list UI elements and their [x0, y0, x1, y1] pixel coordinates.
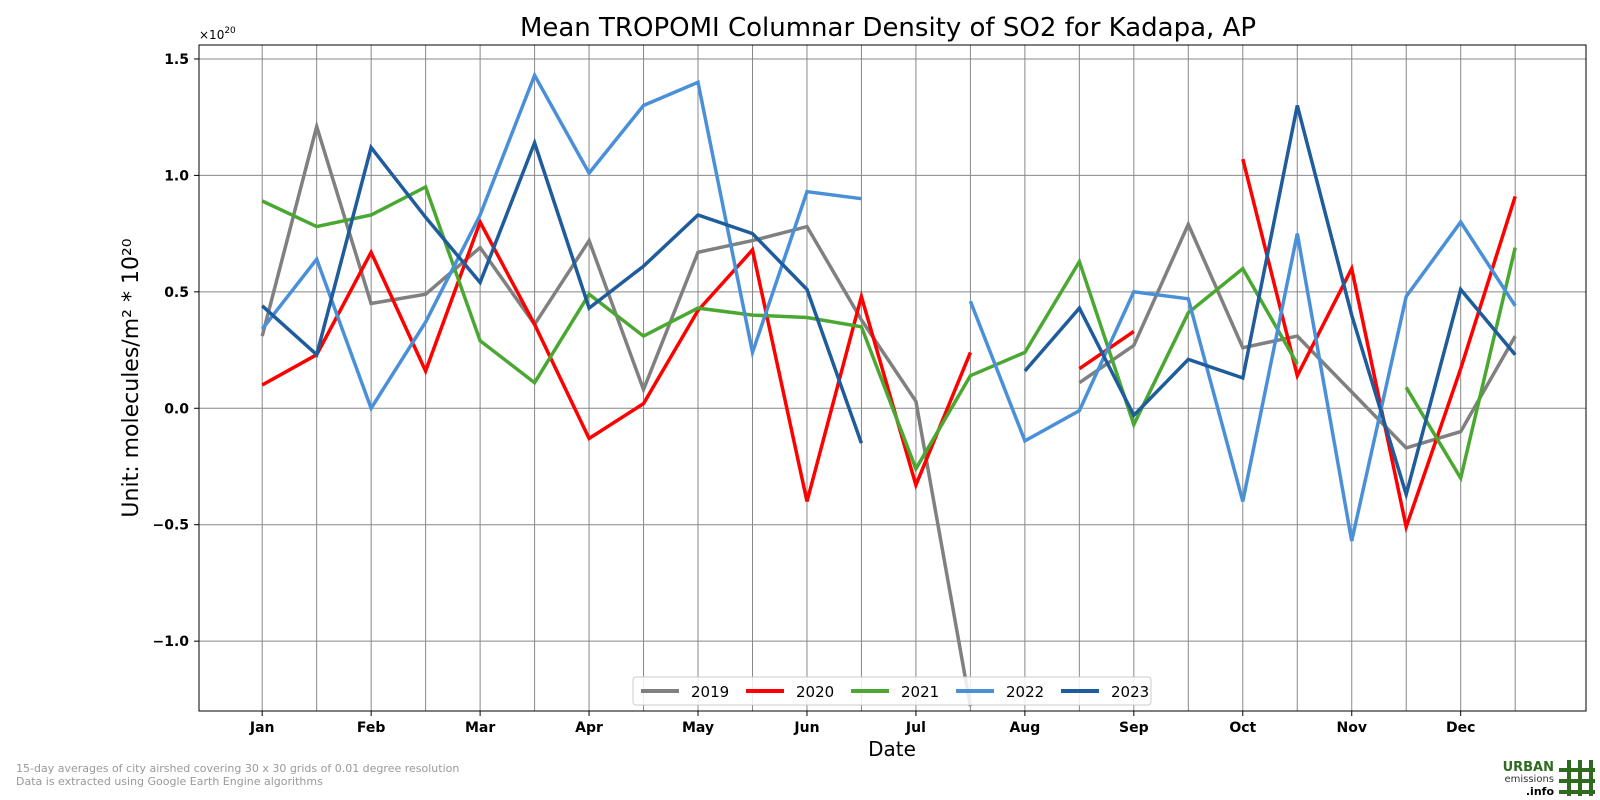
x-axis-ticks: Jan Feb Mar Apr May Jun Jul Aug Sep Oct Nov Dec: [249, 711, 1476, 736]
hash-grid-icon: [1558, 759, 1596, 797]
x-tick-label: Sep: [1119, 720, 1149, 736]
y-tick-label: 1.5: [164, 52, 189, 68]
x-tick-label: Jan: [249, 720, 275, 736]
y-tick-label: 0.5: [164, 285, 189, 301]
y-tick-label: 0.0: [164, 401, 189, 417]
x-tick-label: Aug: [1009, 720, 1040, 736]
legend-label-2020: 2020: [796, 683, 834, 701]
legend-label-2023: 2023: [1111, 683, 1149, 701]
x-tick-label: Mar: [465, 720, 495, 736]
x-tick-label: Feb: [357, 720, 386, 736]
plot-frame: [199, 45, 1586, 711]
x-axis-label: Date: [868, 737, 916, 761]
x-tick-label: May: [682, 720, 714, 736]
logo-text-urban: URBAN: [1503, 761, 1554, 774]
legend-label-2021: 2021: [901, 683, 939, 701]
logo-text-emissions: emissions: [1504, 775, 1554, 785]
footnote-line-2: Data is extracted using Google Earth Eng…: [16, 775, 323, 788]
x-tick-label: Apr: [575, 720, 603, 736]
series-line-2021: [262, 187, 1515, 478]
y-multiplier: ×1020: [199, 26, 236, 42]
legend-label-2022: 2022: [1006, 683, 1044, 701]
y-tick-label: −0.5: [152, 518, 189, 534]
grid: [199, 45, 1586, 711]
series-lines: [262, 75, 1515, 706]
y-axis-ticks: −1.0 −0.5 0.0 0.5 1.0 1.5: [152, 52, 199, 650]
x-tick-label: Nov: [1337, 720, 1367, 736]
chart-title: Mean TROPOMI Columnar Density of SO2 for…: [520, 13, 1256, 43]
urban-emissions-logo: URBAN emissions .info: [1498, 758, 1598, 798]
y-tick-label: −1.0: [152, 634, 189, 650]
legend: 2019 2020 2021 2022 2023: [633, 677, 1151, 705]
footnote-line-1: 15-day averages of city airshed covering…: [16, 762, 459, 775]
x-tick-label: Dec: [1446, 720, 1475, 736]
x-tick-label: Jul: [905, 720, 926, 736]
legend-label-2019: 2019: [691, 683, 729, 701]
x-tick-label: Jun: [793, 720, 819, 736]
x-tick-label: Oct: [1229, 720, 1256, 736]
series-line-2019: [262, 127, 1515, 707]
y-axis-label: Unit: molecules/m² * 10²⁰: [119, 238, 144, 517]
logo-text-info: .info: [1526, 786, 1554, 797]
y-tick-label: 1.0: [164, 168, 189, 184]
